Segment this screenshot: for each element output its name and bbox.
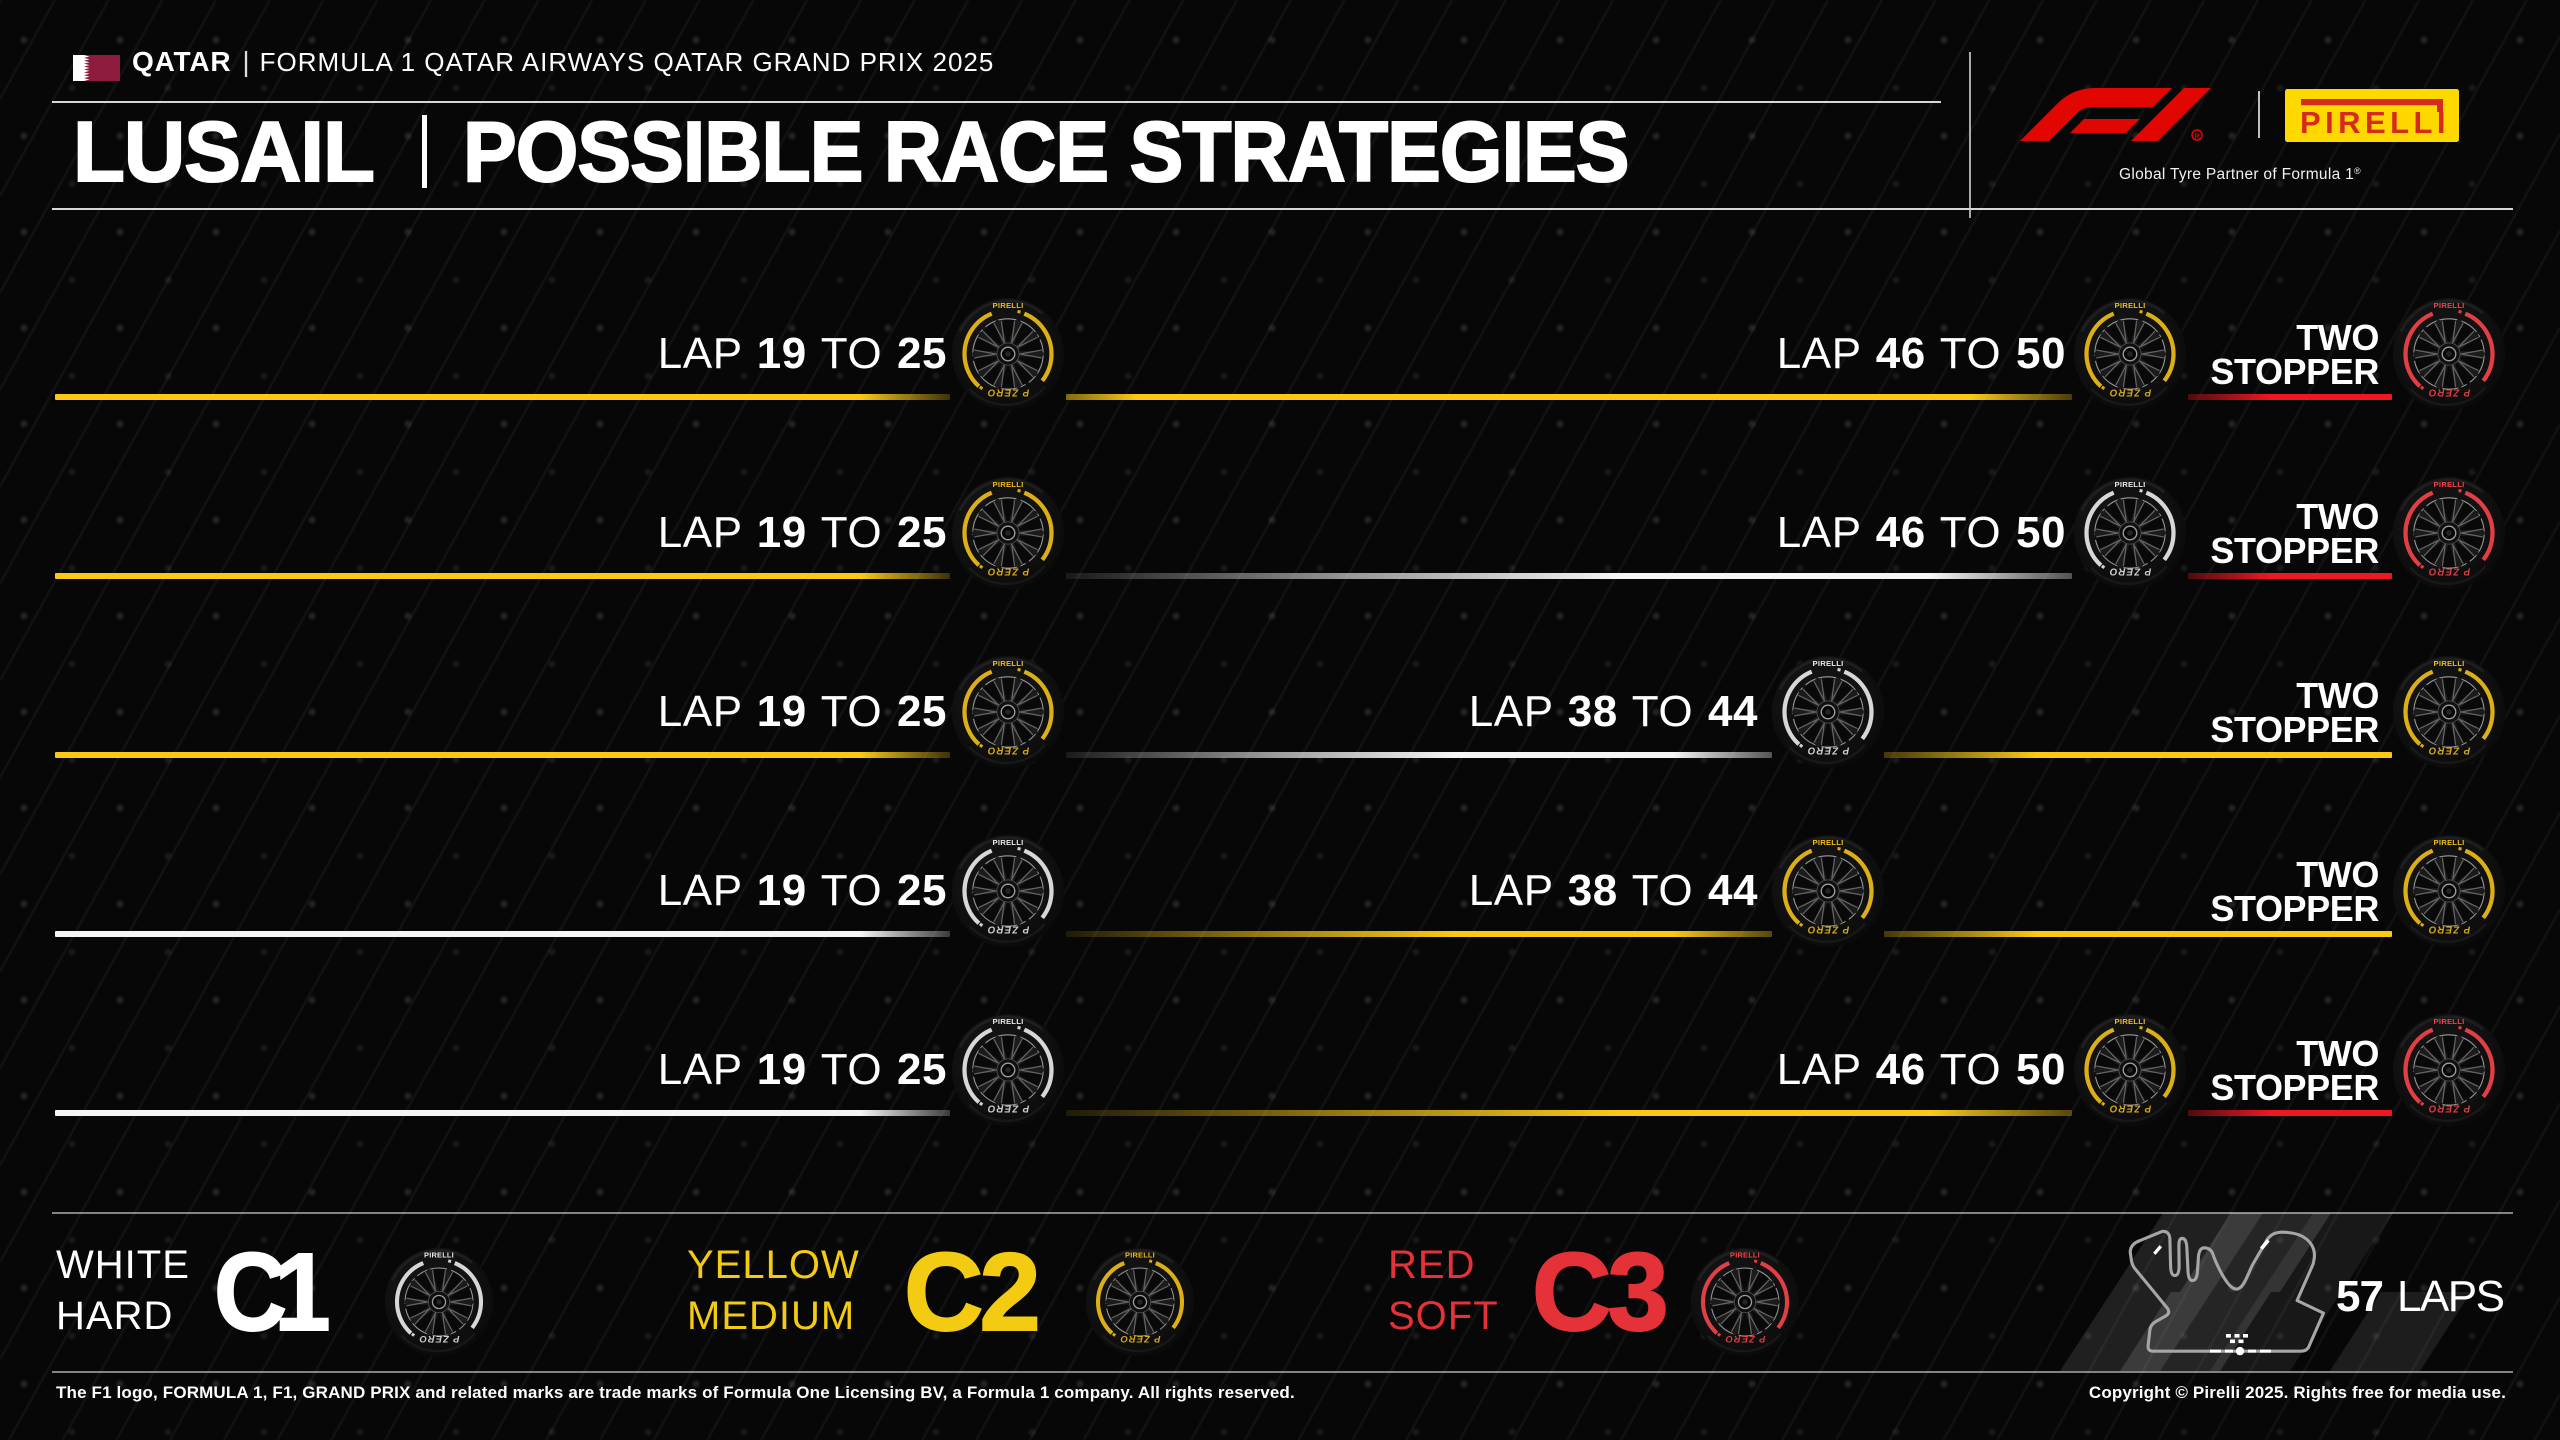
svg-text:PIRELLI: PIRELLI: [2300, 105, 2446, 140]
svg-text:R: R: [2194, 133, 2199, 140]
